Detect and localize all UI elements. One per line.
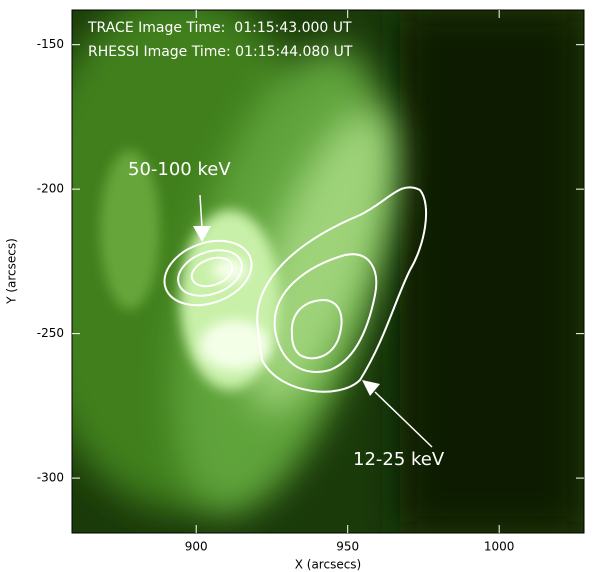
x-tick-label: 900 [185, 540, 208, 554]
y-axis-label: Y (arcsecs) [5, 238, 19, 305]
y-tick-label: -200 [37, 182, 64, 196]
x-tick-label: 950 [336, 540, 359, 554]
solar-image [20, 0, 584, 535]
annotation: 12-25 keV [353, 449, 445, 470]
annotation: RHESSI Image Time: 01:15:44.080 UT [88, 44, 353, 60]
y-tick-label: -150 [37, 37, 64, 51]
x-axis-label: X (arcsecs) [295, 558, 362, 572]
annotation: TRACE Image Time: 01:15:43.000 UT [87, 20, 352, 36]
annotation: 50-100 keV [128, 159, 231, 180]
y-tick-label: -300 [37, 471, 64, 485]
figure: TRACE Image Time: 01:15:43.000 UT RHESSI… [0, 0, 597, 572]
x-tick-label: 1000 [484, 540, 515, 554]
y-tick-label: -250 [37, 326, 64, 340]
